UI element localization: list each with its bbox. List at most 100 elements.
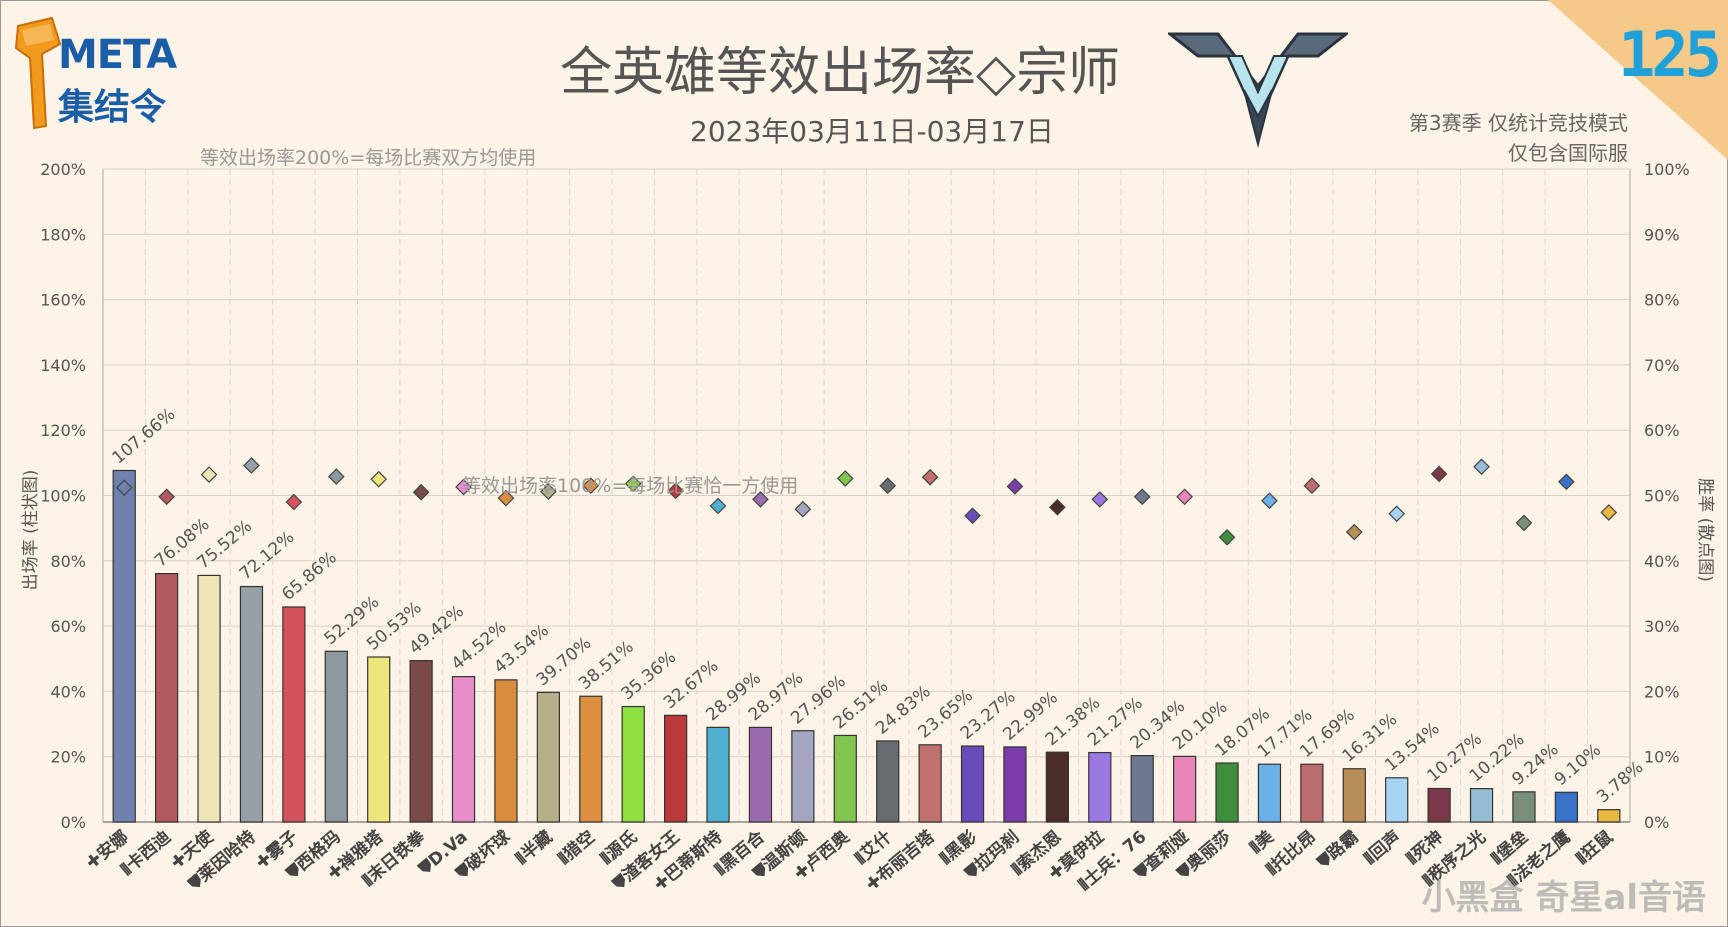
winrate-point xyxy=(1345,523,1363,541)
winrate-point xyxy=(964,507,981,525)
bar xyxy=(918,744,942,823)
right-axis-label: 胜率 (散点图) xyxy=(1695,478,1715,582)
left-tick-label: 0% xyxy=(61,813,86,832)
winrate-point xyxy=(327,468,345,485)
winrate-point xyxy=(1558,473,1575,491)
winrate-point xyxy=(115,479,133,497)
season-line-1: 第3赛季 仅统计竞技模式 xyxy=(1408,111,1628,135)
winrate-point xyxy=(1091,491,1109,508)
winrate-point xyxy=(1049,498,1066,516)
bar xyxy=(1215,762,1239,823)
bar xyxy=(494,679,518,823)
winrate-point xyxy=(836,470,854,487)
corner-ribbon xyxy=(1548,0,1728,160)
bar xyxy=(324,650,348,823)
bar-value-label: 65.86% xyxy=(278,548,341,605)
left-tick-label: 160% xyxy=(40,291,86,310)
right-tick-label: 40% xyxy=(1644,552,1680,571)
left-axis-label: 出场率 (柱状图) xyxy=(21,470,41,591)
x-category-label: ⦀回声 xyxy=(1360,826,1405,869)
right-tick-label: 10% xyxy=(1644,748,1680,767)
bar xyxy=(1300,763,1324,823)
right-tick-label: 100% xyxy=(1644,160,1690,179)
x-category-label: ⛊路霸 xyxy=(1312,826,1362,873)
winrate-point xyxy=(1303,477,1321,495)
winrate-point xyxy=(1218,528,1236,546)
left-tick-label: 200% xyxy=(40,160,86,179)
role-icon: ⛊路霸 xyxy=(1312,826,1362,873)
left-tick-label: 100% xyxy=(40,487,86,506)
bar xyxy=(1385,777,1409,823)
bar xyxy=(367,656,391,823)
right-tick-label: 50% xyxy=(1644,487,1680,506)
role-icon: ⦀美 xyxy=(1245,826,1278,858)
winrate-point xyxy=(243,457,260,474)
winrate-point xyxy=(1473,458,1490,476)
right-tick-label: 90% xyxy=(1644,225,1680,244)
right-tick-label: 80% xyxy=(1644,291,1680,310)
left-axis-ticks: 0% 20% 40% 60% 80% 100% 120% 140% 160% 180% 200% xyxy=(40,160,86,832)
role-icon: ⦀猎空 xyxy=(554,826,599,869)
torch-icon xyxy=(14,16,62,130)
issue-number: 125 xyxy=(1618,18,1722,91)
winrate-point xyxy=(497,489,515,507)
bar xyxy=(579,695,603,823)
right-axis-ticks: 0% 10% 20% 30% 40% 50% 60% 70% 80% 90% 100% xyxy=(1644,160,1690,832)
bar xyxy=(960,745,985,823)
left-tick-label: 180% xyxy=(40,225,86,244)
role-icon: ⦀半藏 xyxy=(511,826,556,869)
winrate-point xyxy=(200,466,218,483)
bar xyxy=(1597,809,1621,823)
winrate-point xyxy=(879,477,897,495)
winrate-point xyxy=(921,468,939,486)
winrate-point xyxy=(158,488,175,506)
bar xyxy=(621,705,645,823)
bar xyxy=(1469,788,1494,823)
role-icon: ⦀狂鼠 xyxy=(1572,826,1617,869)
bar xyxy=(1045,751,1070,823)
bar xyxy=(1554,791,1579,823)
bar xyxy=(1130,754,1154,823)
winrate-point xyxy=(709,497,727,515)
winrate-point xyxy=(752,491,769,508)
bar xyxy=(197,574,221,823)
right-tick-label: 30% xyxy=(1644,617,1680,636)
right-tick-label: 20% xyxy=(1644,682,1680,701)
bar-value-label: 3.78% xyxy=(1593,757,1647,807)
bar xyxy=(1342,768,1366,823)
meta-logo: META 集结令 xyxy=(12,14,182,134)
bar xyxy=(409,660,433,823)
bar xyxy=(282,606,306,823)
season-line-2: 仅包含国际服 xyxy=(1508,141,1628,165)
winrate-point xyxy=(582,477,600,495)
bar xyxy=(663,714,688,823)
winrate-point xyxy=(1388,505,1406,523)
bar xyxy=(154,572,179,823)
role-icon: ⦀回声 xyxy=(1360,826,1405,869)
page-title: 全英雄等效出场率◇宗师 xyxy=(560,43,1120,103)
x-category-label: ⦀半藏 xyxy=(511,826,556,869)
bar xyxy=(1003,746,1027,823)
bar-value-label: 9.10% xyxy=(1551,740,1605,790)
right-tick-label: 70% xyxy=(1644,356,1680,375)
bar xyxy=(833,734,857,823)
bar xyxy=(1088,751,1112,823)
grandmaster-rank-emblem xyxy=(1168,32,1348,148)
winrate-point xyxy=(540,483,557,500)
logo-title: META xyxy=(58,32,177,78)
season-note: 第3赛季 仅统计竞技模式 仅包含国际服 xyxy=(1409,108,1628,168)
bar xyxy=(876,740,900,823)
right-tick-label: 0% xyxy=(1644,813,1669,832)
bar xyxy=(239,585,264,823)
left-tick-label: 20% xyxy=(50,748,86,767)
bar xyxy=(1257,763,1282,823)
bar xyxy=(791,730,815,823)
winrate-point xyxy=(794,500,812,518)
bar-value-label: 107.66% xyxy=(109,404,180,468)
bar xyxy=(1172,755,1197,823)
date-range: 2023年03月11日-03月17日 xyxy=(690,115,1054,148)
winrate-point xyxy=(1600,504,1618,521)
winrate-point xyxy=(1515,514,1533,532)
logo-subtitle: 集结令 xyxy=(58,87,167,128)
winrate-point xyxy=(1430,465,1448,483)
